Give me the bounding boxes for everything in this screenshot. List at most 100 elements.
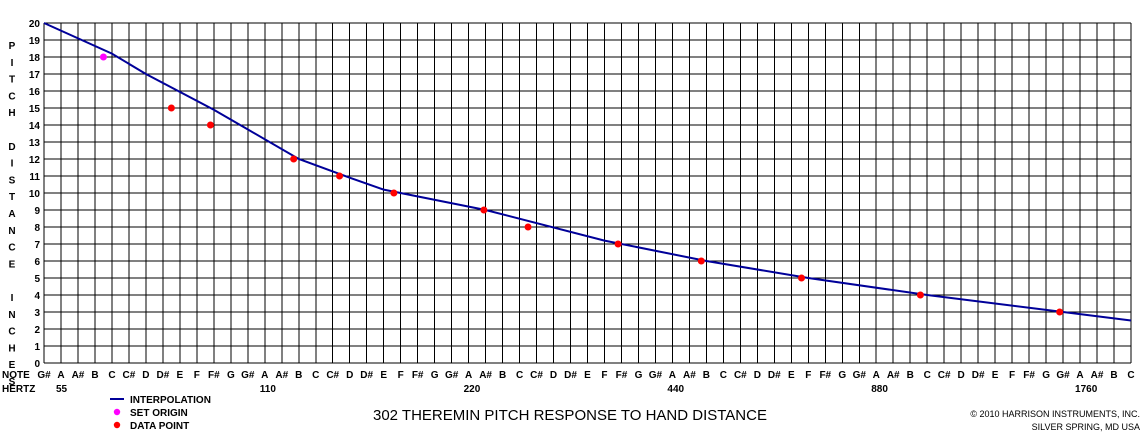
y-tick-label: 12 [29, 155, 41, 166]
hertz-axis-labels: 55 110 220 440 880 1760 [56, 384, 1098, 395]
note-tick-label: F# [208, 370, 220, 381]
note-tick-label: C [516, 370, 523, 381]
note-tick-label: C# [938, 370, 951, 381]
y-tick-label: 11 [29, 172, 40, 183]
note-tick-label: A [873, 370, 880, 381]
data-point [916, 291, 924, 299]
legend-swatch-point [113, 421, 121, 429]
legend-swatch-point [113, 408, 121, 416]
note-tick-label: G# [649, 370, 663, 381]
y-axis-label-letter: N [8, 310, 15, 321]
note-tick-label: A# [683, 370, 696, 381]
note-tick-label: G# [445, 370, 459, 381]
note-tick-label: F# [412, 370, 424, 381]
y-tick-label: 8 [34, 223, 40, 234]
note-tick-label: C# [734, 370, 747, 381]
note-tick-label: G# [37, 370, 51, 381]
data-point [524, 223, 532, 231]
note-tick-label: B [295, 370, 302, 381]
hertz-tick-label: 1760 [1075, 384, 1098, 395]
note-tick-label: F [194, 370, 200, 381]
y-axis-label-letter: C [8, 243, 15, 254]
note-tick-label: E [584, 370, 591, 381]
note-tick-label: A# [887, 370, 900, 381]
note-tick-label: G [227, 370, 235, 381]
note-tick-label: D# [360, 370, 373, 381]
note-tick-label: D [346, 370, 353, 381]
note-tick-label: D# [564, 370, 577, 381]
hertz-tick-label: 440 [667, 384, 684, 395]
interpolation-line [43, 22, 1132, 322]
note-tick-label: D# [768, 370, 781, 381]
note-tick-label: B [91, 370, 98, 381]
note-tick-label: F [398, 370, 404, 381]
y-axis-label-letter: E [9, 360, 16, 371]
data-point [167, 104, 175, 112]
note-tick-label: F# [1023, 370, 1035, 381]
note-tick-label: G# [241, 370, 255, 381]
note-tick-label: C [924, 370, 931, 381]
note-tick-label: E [788, 370, 795, 381]
note-tick-label: F [805, 370, 811, 381]
note-tick-label: G [1042, 370, 1050, 381]
y-axis-label-letter: I [11, 293, 14, 304]
note-tick-label: C [108, 370, 115, 381]
note-tick-label: A [57, 370, 64, 381]
y-tick-label: 19 [29, 36, 41, 47]
y-axis-label-letter: H [8, 343, 15, 354]
y-tick-label: 14 [29, 121, 41, 132]
note-tick-label: E [177, 370, 184, 381]
y-axis-label-letter: T [9, 192, 15, 203]
note-tick-label: C# [123, 370, 136, 381]
y-axis-label-letter: A [8, 209, 15, 220]
y-tick-label: 15 [29, 104, 41, 115]
note-tick-label: B [499, 370, 506, 381]
note-tick-label: A# [72, 370, 85, 381]
y-tick-label: 10 [29, 189, 41, 200]
hertz-tick-label: 880 [871, 384, 888, 395]
note-tick-label: F [601, 370, 607, 381]
grid [43, 22, 1132, 364]
y-axis-label-letter: T [9, 75, 15, 86]
note-tick-label: A# [1091, 370, 1104, 381]
y-axis-label-letter: D [8, 142, 15, 153]
series [43, 22, 1132, 322]
note-tick-label: A [261, 370, 268, 381]
note-tick-label: B [1110, 370, 1117, 381]
hertz-axis-label: HERTZ [2, 384, 35, 395]
y-tick-label: 18 [29, 53, 41, 64]
y-axis-label-letter: P [9, 41, 16, 52]
note-tick-label: F# [616, 370, 628, 381]
set-origin-point [99, 53, 107, 61]
chart-title: 302 THEREMIN PITCH RESPONSE TO HAND DIST… [373, 407, 767, 424]
y-axis-label-letter: I [11, 58, 14, 69]
y-tick-label: 17 [29, 70, 41, 81]
data-point [336, 172, 344, 180]
legend-label: INTERPOLATION [130, 395, 211, 406]
note-tick-label: B [703, 370, 710, 381]
y-axis-label-letter: N [8, 226, 15, 237]
data-point [206, 121, 214, 129]
hertz-tick-label: 220 [464, 384, 481, 395]
note-tick-label: D [754, 370, 761, 381]
note-tick-label: D# [972, 370, 985, 381]
y-tick-label: 4 [34, 291, 40, 302]
note-tick-label: D# [156, 370, 169, 381]
y-tick-label: 13 [29, 138, 41, 149]
note-tick-label: D [550, 370, 557, 381]
y-tick-label: 20 [29, 19, 41, 30]
legend-label: SET ORIGIN [130, 408, 188, 419]
note-axis-labels: G# A A# B C C# D D# E F F# G G# A A# B C C# D D# E F F# G G# A A# B… [37, 370, 1134, 381]
data-point [697, 257, 705, 265]
y-tick-label: 7 [34, 240, 40, 251]
data-point [480, 206, 488, 214]
note-tick-label: E [380, 370, 387, 381]
y-axis-label-letter: S [9, 377, 16, 388]
note-tick-label: F [1009, 370, 1015, 381]
note-tick-label: G# [853, 370, 867, 381]
data-point [390, 189, 398, 197]
hertz-tick-label: 55 [56, 384, 68, 395]
